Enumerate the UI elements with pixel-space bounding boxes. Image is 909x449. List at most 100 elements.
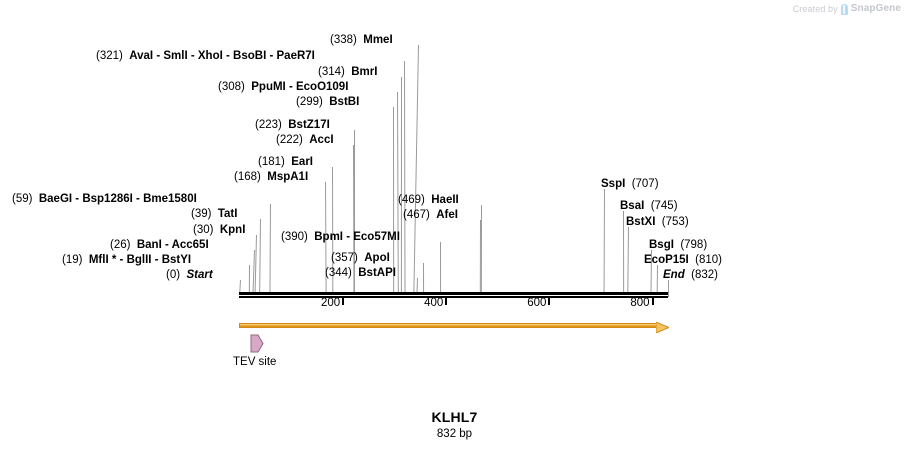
enzyme-label-mspa1i[interactable]: (168) MspA1I bbox=[234, 171, 308, 183]
enzyme-label-start[interactable]: (0) Start bbox=[166, 269, 213, 281]
enzyme-name: ApoI bbox=[364, 252, 390, 264]
enzyme-label-sspi[interactable]: SspI (707) bbox=[601, 178, 659, 190]
enzyme-name: BanI bbox=[136, 239, 162, 251]
enzyme-separator: - bbox=[72, 193, 83, 205]
enzyme-name: Start bbox=[186, 269, 213, 281]
leader-line-bstxi bbox=[627, 226, 629, 298]
enzyme-name: End bbox=[663, 269, 685, 281]
enzyme-position: (39) bbox=[191, 208, 212, 220]
leader-line-avai-group bbox=[404, 60, 406, 298]
enzyme-position: (26) bbox=[110, 239, 131, 251]
enzyme-name: MmeI bbox=[363, 34, 393, 46]
enzyme-position: (344) bbox=[325, 267, 352, 279]
leader-line-bsai bbox=[623, 210, 625, 298]
leader-line-mmei bbox=[413, 44, 419, 297]
enzyme-position: (222) bbox=[276, 134, 303, 146]
enzyme-name: KpnI bbox=[219, 224, 246, 236]
enzyme-position: (390) bbox=[281, 231, 308, 243]
enzyme-label-bstxi[interactable]: BstXI (753) bbox=[626, 216, 689, 228]
enzyme-name: BaeGI bbox=[38, 193, 73, 205]
enzyme-label-bpmi-group[interactable]: (390) BpmI - Eco57MI bbox=[281, 231, 400, 243]
enzyme-name: BpmI bbox=[314, 231, 343, 243]
enzyme-label-haeii[interactable]: (469) HaeII bbox=[398, 194, 459, 206]
ruler-tick-label: 400 bbox=[424, 297, 444, 309]
enzyme-position: (181) bbox=[258, 156, 285, 168]
ruler-tick-label: 600 bbox=[527, 297, 547, 309]
enzyme-position: (19) bbox=[62, 254, 83, 266]
enzyme-position: (798) bbox=[680, 239, 708, 251]
enzyme-position: (810) bbox=[695, 254, 722, 266]
enzyme-separator: - bbox=[132, 193, 144, 205]
coding-arrow-body bbox=[239, 323, 657, 328]
enzyme-name: BstXI bbox=[626, 216, 656, 228]
watermark-brand: SnapGene bbox=[850, 3, 901, 14]
enzyme-label-tati[interactable]: (39) TatI bbox=[191, 208, 237, 220]
enzyme-position: (707) bbox=[631, 178, 659, 190]
coding-region-arrow[interactable] bbox=[239, 320, 671, 334]
enzyme-name: BsoBI bbox=[233, 50, 267, 62]
enzyme-position: (467) bbox=[403, 209, 430, 221]
enzyme-position: (321) bbox=[96, 50, 123, 62]
enzyme-label-ecop15i[interactable]: EcoP15I (810) bbox=[644, 254, 722, 266]
enzyme-position: (357) bbox=[331, 252, 358, 264]
leader-line-kpni bbox=[254, 234, 257, 298]
enzyme-position: (753) bbox=[661, 216, 689, 228]
ruler-tick bbox=[342, 298, 345, 305]
enzyme-name: SspI bbox=[601, 178, 626, 190]
enzyme-label-mfli-group[interactable]: (19) MflI * - BglII - BstYI bbox=[62, 254, 191, 266]
enzyme-separator: - bbox=[187, 50, 198, 62]
enzyme-label-bstbi[interactable]: (299) BstBI bbox=[296, 96, 359, 108]
enzyme-name: MspA1I bbox=[267, 171, 309, 183]
ruler-tick-label: 200 bbox=[320, 297, 341, 309]
enzyme-name: SmlI bbox=[163, 50, 188, 62]
enzyme-name: TatI bbox=[217, 208, 238, 220]
enzyme-name: EcoP15I bbox=[644, 254, 689, 266]
enzyme-label-bsai[interactable]: BsaI (745) bbox=[620, 200, 678, 212]
enzyme-separator: - bbox=[151, 254, 162, 266]
enzyme-separator: - bbox=[161, 239, 172, 251]
snapgene-watermark: Created by SnapGene bbox=[792, 3, 901, 15]
enzyme-separator: - bbox=[116, 254, 127, 266]
enzyme-name: AfeI bbox=[436, 209, 458, 221]
enzyme-name: BstZ17I bbox=[288, 119, 330, 131]
enzyme-position: (299) bbox=[296, 96, 323, 108]
enzyme-label-mmei[interactable]: (338) MmeI bbox=[330, 34, 393, 46]
ruler-tick-label: 800 bbox=[630, 297, 650, 309]
enzyme-label-acci[interactable]: (222) AccI bbox=[276, 134, 334, 146]
enzyme-name: BsgI bbox=[649, 239, 674, 251]
enzyme-label-ppumi-group[interactable]: (308) PpuMI - EcoO109I bbox=[218, 81, 348, 93]
coding-arrow-head bbox=[655, 320, 671, 334]
enzyme-label-end[interactable]: End (832) bbox=[663, 269, 718, 281]
enzyme-name: EcoO109I bbox=[295, 81, 349, 93]
enzyme-name: BsaI bbox=[620, 200, 645, 212]
enzyme-name: PpuMI bbox=[251, 81, 286, 93]
leader-line-tati bbox=[259, 218, 261, 298]
enzyme-name: BstBI bbox=[329, 96, 360, 108]
enzyme-label-bstapi[interactable]: (344) BstAPI bbox=[325, 267, 396, 279]
enzyme-label-apoi[interactable]: (357) ApoI bbox=[331, 252, 390, 264]
enzyme-separator: - bbox=[343, 231, 354, 243]
enzyme-name: XhoI bbox=[197, 50, 223, 62]
leader-line-haeii bbox=[480, 204, 482, 298]
leader-line-bmri bbox=[400, 76, 402, 298]
enzyme-label-eari[interactable]: (181) EarI bbox=[258, 156, 313, 168]
ruler-tick bbox=[548, 298, 551, 305]
enzyme-position: (314) bbox=[318, 66, 345, 78]
enzyme-position: (338) bbox=[330, 34, 357, 46]
enzyme-label-bsgi[interactable]: BsgI (798) bbox=[649, 239, 707, 251]
enzyme-label-bstz17i[interactable]: (223) BstZ17I bbox=[255, 119, 330, 131]
sequence-length: 832 bp bbox=[436, 428, 473, 440]
enzyme-position: (0) bbox=[166, 269, 181, 281]
page-title: KLHL7 bbox=[431, 409, 478, 425]
enzyme-name: Bme1580I bbox=[143, 193, 197, 205]
enzyme-label-bani-group[interactable]: (26) BanI - Acc65I bbox=[110, 239, 209, 251]
leader-line-baegi-group bbox=[269, 203, 271, 298]
enzyme-name: EarI bbox=[291, 156, 313, 168]
enzyme-label-bmri[interactable]: (314) BmrI bbox=[318, 66, 377, 78]
enzyme-label-baegi-group[interactable]: (59) BaeGI - Bsp1286I - Bme1580I bbox=[12, 193, 197, 205]
enzyme-label-kpni[interactable]: (30) KpnI bbox=[193, 224, 245, 236]
enzyme-label-afei[interactable]: (467) AfeI bbox=[403, 209, 458, 221]
enzyme-label-avai-group[interactable]: (321) AvaI - SmlI - XhoI - BsoBI - PaeR7… bbox=[96, 50, 315, 62]
enzyme-name: BglII bbox=[126, 254, 152, 266]
watermark-prefix: Created by bbox=[792, 3, 838, 14]
